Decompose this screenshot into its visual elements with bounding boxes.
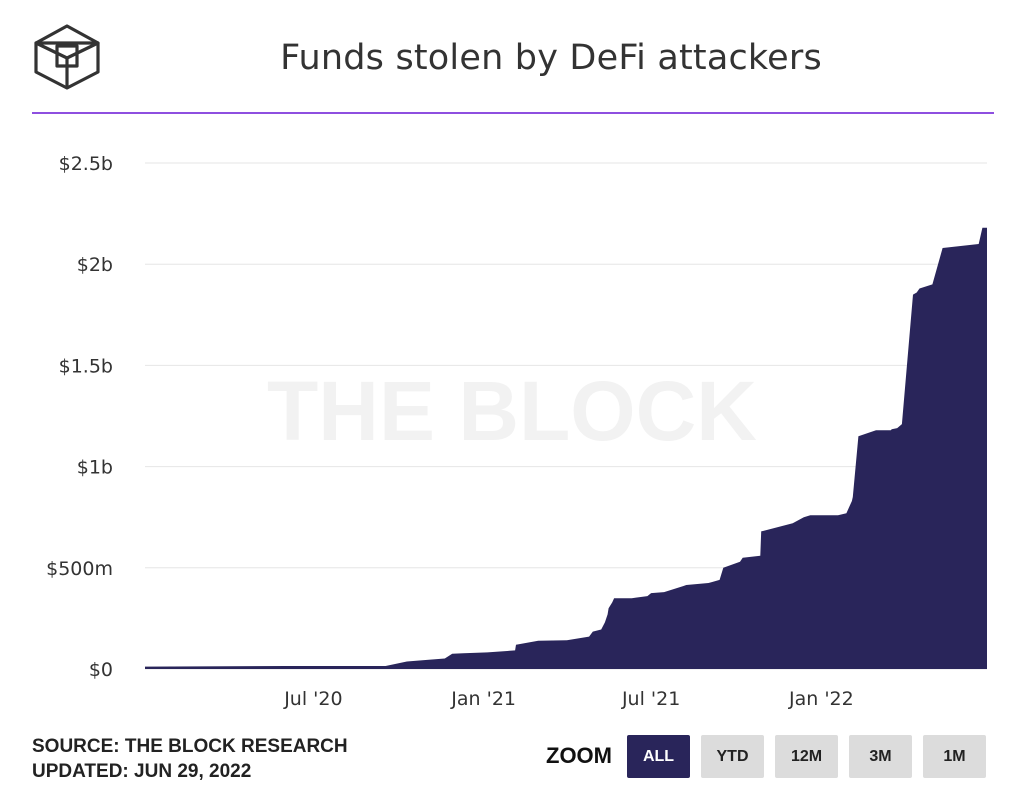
x-tick-label: Jul '20 bbox=[283, 688, 342, 710]
cube-logo-icon bbox=[34, 24, 100, 90]
y-tick-label: $500m bbox=[46, 558, 113, 580]
zoom-label: ZOOM bbox=[546, 743, 612, 768]
y-tick-label: $2b bbox=[77, 254, 113, 276]
zoom-all-button[interactable]: ALL bbox=[627, 735, 690, 778]
y-tick-label: $0 bbox=[89, 659, 113, 681]
zoom-3m-button[interactable]: 3M bbox=[849, 735, 912, 778]
updated-text: UPDATED: JUN 29, 2022 bbox=[32, 761, 252, 782]
zoom-ytd-button[interactable]: YTD bbox=[701, 735, 764, 778]
x-axis-ticks: Jul '20 Jan '21 Jul '21 Jan '22 bbox=[283, 688, 854, 710]
zoom-1m-button[interactable]: 1M bbox=[923, 735, 986, 778]
zoom-12m-button[interactable]: 12M bbox=[775, 735, 838, 778]
y-axis-ticks: $0 $500m $1b $1.5b $2b $2.5b bbox=[46, 153, 113, 681]
x-tick-label: Jul '21 bbox=[621, 688, 680, 710]
y-tick-label: $1.5b bbox=[59, 355, 113, 377]
source-text: SOURCE: THE BLOCK RESEARCH bbox=[32, 736, 348, 757]
area-chart: THE BLOCK $0 $500m $1b $1.5b $2b $2.5b Jul '2… bbox=[46, 153, 987, 710]
header-divider bbox=[32, 112, 994, 114]
y-tick-label: $2.5b bbox=[59, 153, 113, 175]
chart-title: Funds stolen by DeFi attackers bbox=[280, 38, 822, 78]
x-tick-label: Jan '21 bbox=[450, 688, 516, 710]
watermark: THE BLOCK bbox=[267, 364, 757, 458]
chart-footer: SOURCE: THE BLOCK RESEARCH UPDATED: JUN … bbox=[32, 734, 348, 784]
y-tick-label: $1b bbox=[77, 457, 113, 479]
x-tick-label: Jan '22 bbox=[788, 688, 854, 710]
cumulative-stolen-area bbox=[145, 227, 987, 670]
series-area bbox=[145, 227, 987, 670]
